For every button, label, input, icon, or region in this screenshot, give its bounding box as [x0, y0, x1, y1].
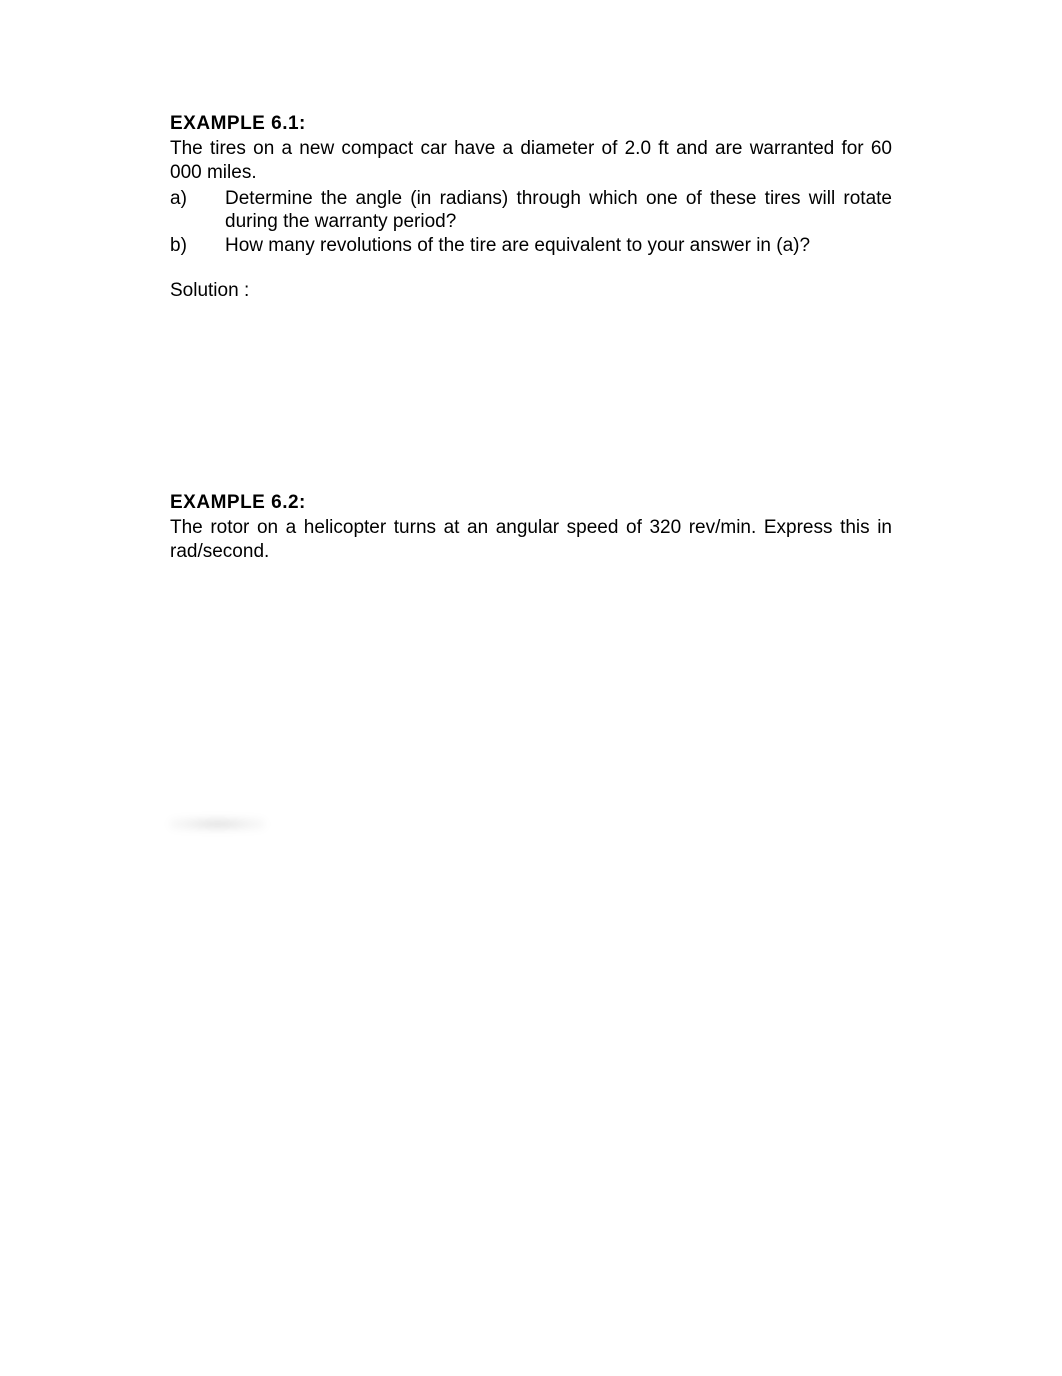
- example-6-2: EXAMPLE 6.2: The rotor on a helicopter t…: [170, 492, 892, 564]
- example-heading: EXAMPLE 6.2:: [170, 492, 892, 514]
- blur-artifact: [170, 818, 265, 830]
- example-heading: EXAMPLE 6.1:: [170, 113, 892, 135]
- problem-statement: The tires on a new compact car have a di…: [170, 137, 892, 185]
- subitem-label: a): [170, 187, 225, 235]
- solution-label: Solution :: [170, 280, 892, 302]
- example-6-1: EXAMPLE 6.1: The tires on a new compact …: [170, 113, 892, 302]
- subitem-a: a) Determine the angle (in radians) thro…: [170, 187, 892, 235]
- subitem-text: How many revolutions of the tire are equ…: [225, 234, 892, 258]
- subitem-b: b) How many revolutions of the tire are …: [170, 234, 892, 258]
- problem-statement: The rotor on a helicopter turns at an an…: [170, 516, 892, 564]
- subitem-label: b): [170, 234, 225, 258]
- subitem-text: Determine the angle (in radians) through…: [225, 187, 892, 235]
